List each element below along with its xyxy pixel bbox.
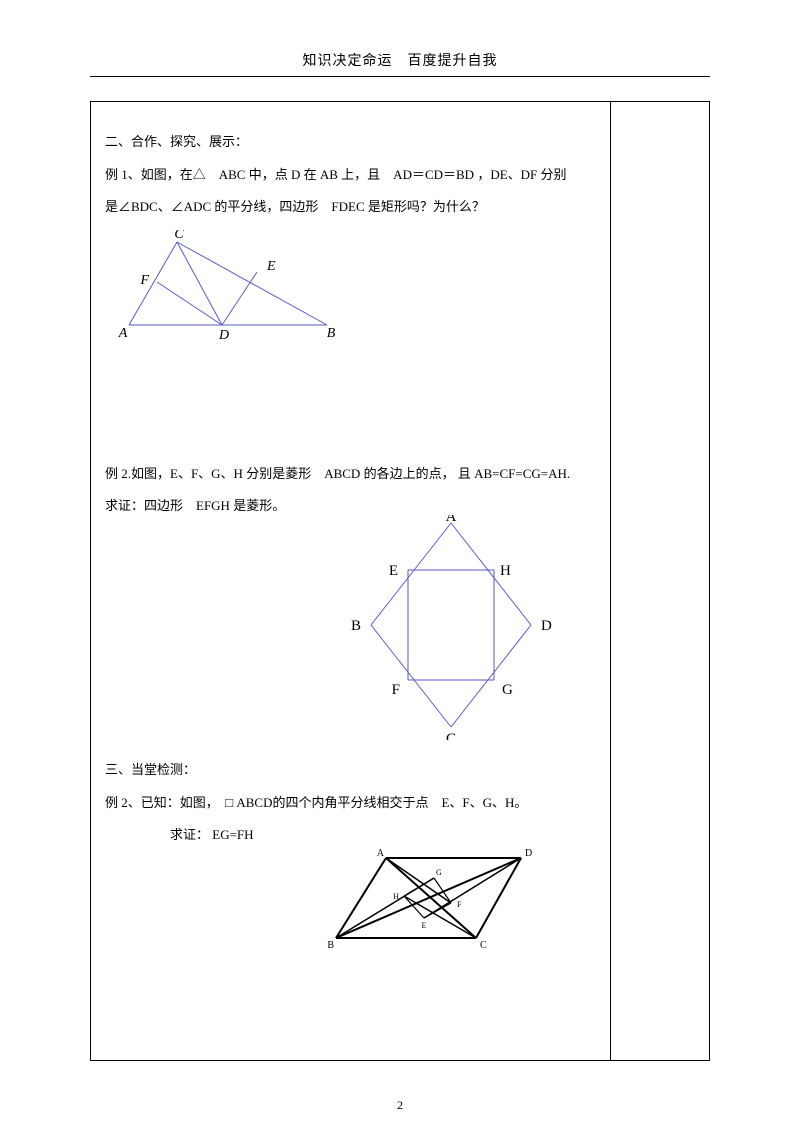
svg-text:E: E [266,259,276,274]
figure-3-wrap: A D B C E F G H [105,848,596,948]
svg-text:A: A [446,515,457,525]
ex1-text-line2: 是∠BDC、∠ADC 的平分线，四边形 FDEC 是矩形吗？为什么？ [105,193,596,222]
spacer-2 [105,740,596,756]
svg-text:D: D [218,328,229,340]
svg-text:F: F [392,682,400,698]
content-frame: 二、合作、探究、展示： 例 1、如图，在△ ABC 中，点 D 在 AB 上，且… [90,101,710,1061]
svg-text:F: F [139,273,149,288]
svg-text:G: G [436,868,442,877]
ex2-text-line1: 例 2.如图，E、F、G、H 分别是菱形 ABCD 的各边上的点， 且 AB=C… [105,460,596,489]
svg-text:F: F [457,900,462,909]
figure-2-wrap: A B C D E H F G [105,515,596,740]
s3-ex2-line1: 例 2、已知：如图， □ ABCD的四个内角平分线相交于点 E、F、G、H。 [105,789,596,818]
svg-text:B: B [327,326,336,340]
figure-1-svg: A B C D E F [117,230,347,340]
figure-2-rhombus: A B C D E H F G [346,515,556,740]
s3-ex2-line2: 求证： EG=FH [105,821,596,850]
section2-heading: 二、合作、探究、展示： [105,128,596,157]
header-title: 知识决定命运 百度提升自我 [90,50,710,76]
svg-text:H: H [393,892,399,901]
svg-text:C: C [480,940,487,948]
svg-text:D: D [541,618,552,634]
svg-text:A: A [118,326,128,340]
main-column: 二、合作、探究、展示： 例 1、如图，在△ ABC 中，点 D 在 AB 上，且… [91,102,611,1060]
page-number: 2 [0,1098,800,1113]
ex1-text-line1: 例 1、如图，在△ ABC 中，点 D 在 AB 上，且 AD＝CD＝BD ，D… [105,161,596,190]
svg-text:H: H [500,563,511,579]
spacer-1 [105,350,596,460]
svg-text:B: B [351,618,361,634]
figure-1-triangle: A B C D E F [117,230,596,340]
svg-text:B: B [327,940,334,948]
svg-text:D: D [525,848,532,859]
figure-3-parallelogram: A D B C E F G H [326,848,536,948]
section3-heading: 三、当堂检测： [105,756,596,785]
svg-text:E: E [389,563,398,579]
svg-text:C: C [446,731,456,740]
svg-text:G: G [502,682,513,698]
svg-text:A: A [377,848,385,859]
header-rule [90,76,710,77]
page: 知识决定命运 百度提升自我 二、合作、探究、展示： 例 1、如图，在△ ABC … [0,0,800,1131]
side-column [611,102,709,1060]
svg-text:C: C [174,230,184,242]
svg-text:E: E [422,921,427,930]
